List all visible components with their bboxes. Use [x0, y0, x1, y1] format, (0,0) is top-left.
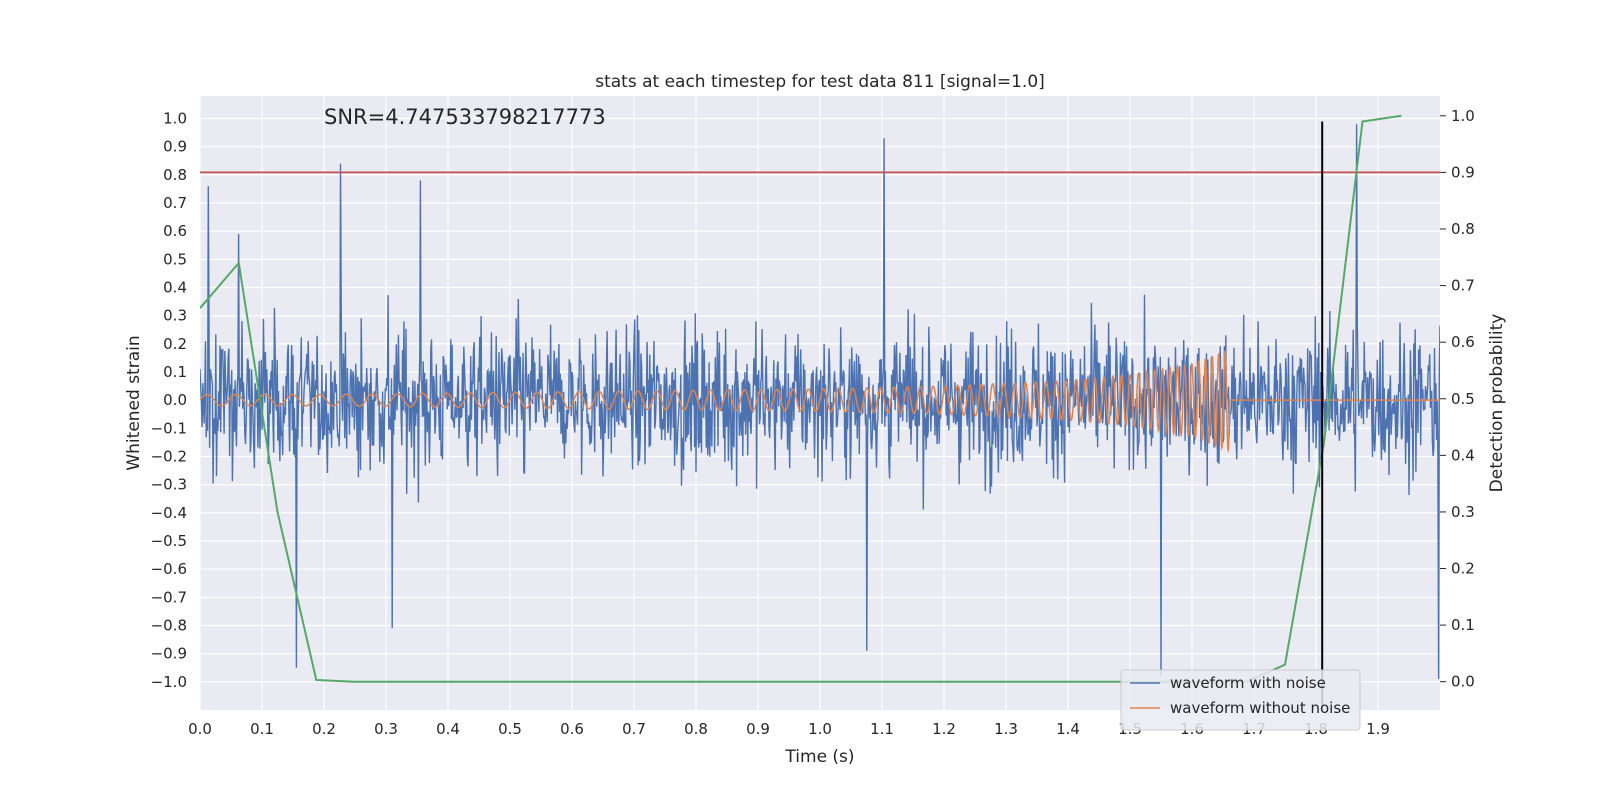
y-tick-label: −0.2 — [151, 448, 187, 466]
legend-label-clean: waveform without noise — [1170, 699, 1350, 717]
y-tick-label: −1.0 — [151, 673, 187, 691]
y-tick-label: 0.0 — [163, 391, 187, 409]
legend-label-noise: waveform with noise — [1170, 674, 1326, 692]
y-right-tick-label: 0.3 — [1451, 503, 1475, 521]
x-tick-label: 0.3 — [374, 720, 398, 738]
y-tick-label: −0.7 — [151, 588, 187, 606]
y-tick-label: 0.4 — [163, 279, 187, 297]
x-tick-label: 0.5 — [498, 720, 522, 738]
y-tick-label: 0.9 — [163, 138, 187, 156]
y-right-tick-label: 0.1 — [1451, 616, 1475, 634]
y-tick-label: 0.8 — [163, 166, 187, 184]
y-right-tick-label: 0.0 — [1451, 673, 1475, 691]
y-axis-label: Whitened strain — [124, 335, 144, 470]
y-tick-label: 1.0 — [163, 110, 187, 128]
y-tick-label: 0.6 — [163, 222, 187, 240]
y-tick-label: −0.6 — [151, 560, 187, 578]
y-right-tick-label: 0.9 — [1451, 163, 1475, 181]
y-right-tick-label: 0.7 — [1451, 277, 1475, 295]
x-tick-label: 0.9 — [746, 720, 770, 738]
y-axis-label-right: Detection probability — [1487, 314, 1507, 493]
x-tick-label: 1.3 — [994, 720, 1018, 738]
y-tick-label: 0.3 — [163, 307, 187, 325]
y-tick-label: 0.1 — [163, 363, 187, 381]
x-tick-label: 1.9 — [1366, 720, 1390, 738]
y-tick-label: 0.5 — [163, 250, 187, 268]
snr-annotation: SNR=4.747533798217773 — [324, 105, 606, 129]
y-tick-label: 0.2 — [163, 335, 187, 353]
x-tick-label: 0.4 — [436, 720, 460, 738]
series-waveform-with-noise — [200, 124, 1440, 680]
y-tick-label: −0.5 — [151, 532, 187, 550]
y-tick-label: −0.1 — [151, 419, 187, 437]
y-right-tick-label: 0.2 — [1451, 560, 1475, 578]
y-right-tick-label: 0.4 — [1451, 446, 1475, 464]
y-tick-label: −0.4 — [151, 504, 187, 522]
x-tick-label: 0.0 — [188, 720, 212, 738]
y-right-tick-label: 1.0 — [1451, 107, 1475, 125]
x-tick-label: 1.0 — [808, 720, 832, 738]
y-tick-label: −0.8 — [151, 617, 187, 635]
x-tick-label: 0.7 — [622, 720, 646, 738]
x-axis-label: Time (s) — [784, 747, 854, 767]
series-waveform-without-noise — [200, 350, 1440, 453]
y-tick-label: −0.9 — [151, 645, 187, 663]
x-tick-label: 0.2 — [312, 720, 336, 738]
y-right-tick-label: 0.6 — [1451, 333, 1475, 351]
y-right-tick-label: 0.5 — [1451, 390, 1475, 408]
x-tick-label: 1.1 — [870, 720, 894, 738]
x-tick-label: 1.4 — [1056, 720, 1080, 738]
y-tick-label: −0.3 — [151, 476, 187, 494]
grid — [199, 96, 1440, 710]
y-right-tick-label: 0.8 — [1451, 220, 1475, 238]
x-tick-label: 0.6 — [560, 720, 584, 738]
chart-title: stats at each timestep for test data 811… — [595, 72, 1045, 92]
y-tick-label: 0.7 — [163, 194, 187, 212]
legend-box — [1120, 669, 1361, 731]
x-tick-label: 1.2 — [932, 720, 956, 738]
x-tick-label: 0.1 — [250, 720, 274, 738]
x-tick-label: 0.8 — [684, 720, 708, 738]
legend: waveform with noise waveform without noi… — [1120, 669, 1361, 731]
